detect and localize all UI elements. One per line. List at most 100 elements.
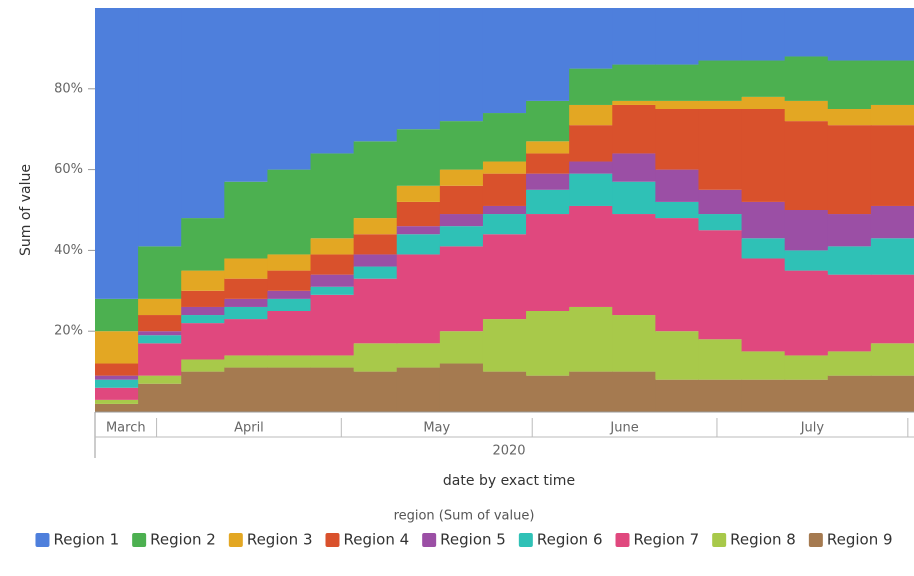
area-step — [870, 104, 914, 126]
area-step — [526, 8, 570, 101]
area-step — [138, 315, 182, 332]
legend-item: Region 8 — [712, 531, 796, 549]
area-step — [310, 238, 355, 255]
area-step — [439, 246, 484, 332]
area-step — [870, 375, 914, 412]
area-step — [526, 141, 570, 154]
area-step — [784, 355, 829, 380]
area-step — [310, 367, 355, 412]
legend-item: Region 4 — [325, 531, 409, 549]
area-step — [95, 399, 139, 404]
area-step — [569, 68, 613, 105]
legend-title: region (Sum of value) — [394, 509, 535, 524]
area-step — [827, 246, 872, 275]
area-step — [655, 64, 699, 101]
area-step — [95, 403, 139, 412]
area-step — [439, 185, 484, 215]
legend-label: Region 1 — [53, 531, 119, 549]
area-step — [741, 8, 786, 61]
area-step — [870, 8, 914, 61]
area-step — [612, 153, 656, 182]
area-step — [526, 153, 570, 174]
month-label: April — [234, 421, 264, 436]
area-step — [138, 246, 182, 299]
area-step — [655, 169, 699, 202]
area-step — [655, 331, 699, 380]
area-step — [181, 371, 225, 412]
area-step — [526, 375, 570, 412]
area-step — [741, 258, 786, 352]
area-step — [569, 104, 613, 126]
area-step — [569, 125, 613, 162]
area-step — [439, 8, 484, 122]
area-step — [138, 335, 182, 344]
area-step — [870, 125, 914, 206]
area-step — [655, 109, 699, 170]
area-step — [267, 254, 312, 271]
x-axis-title: date by exact time — [443, 473, 575, 489]
area-step — [224, 298, 268, 307]
area-step — [439, 214, 484, 227]
area-step — [138, 375, 182, 384]
legend-swatch — [808, 533, 823, 547]
area-step — [827, 375, 872, 412]
area-step — [396, 343, 441, 368]
legend-label: Region 2 — [150, 531, 216, 549]
area-step — [267, 355, 312, 368]
area-step — [439, 169, 484, 186]
area-step — [698, 379, 743, 412]
y-tick-label: 20% — [54, 324, 83, 339]
area-step — [224, 319, 268, 356]
area-step — [439, 331, 484, 364]
area-step — [482, 161, 527, 174]
area-step — [784, 270, 829, 356]
area-step — [396, 201, 441, 227]
area-step — [741, 379, 786, 412]
area-step — [612, 104, 656, 154]
area-step — [827, 60, 872, 109]
area-step — [396, 367, 441, 412]
area-step — [482, 8, 527, 114]
area-step — [827, 351, 872, 376]
area-step — [439, 363, 484, 412]
legend-swatch — [518, 533, 533, 547]
area-step — [569, 8, 613, 69]
area-step — [482, 371, 527, 412]
area-step — [612, 214, 656, 316]
area-step — [870, 60, 914, 105]
y-axis-title: Sum of value — [18, 164, 34, 256]
legend-swatch — [35, 533, 50, 547]
area-step — [181, 290, 225, 307]
area-step — [439, 226, 484, 247]
area-step — [95, 298, 139, 332]
area-step — [396, 234, 441, 255]
area-step — [698, 214, 743, 231]
area-step — [181, 270, 225, 291]
area-step — [310, 8, 355, 154]
area-step — [439, 121, 484, 170]
area-step — [482, 234, 527, 320]
area-step — [181, 8, 225, 219]
area-step — [224, 181, 268, 259]
area-step — [741, 238, 786, 259]
legend-item: Region 1 — [35, 531, 119, 549]
area-step — [698, 230, 743, 340]
area-step — [569, 173, 613, 206]
area-step — [181, 315, 225, 324]
area-step — [267, 298, 312, 311]
legend-swatch — [325, 533, 340, 547]
area-step — [310, 286, 355, 295]
area-step — [353, 218, 398, 235]
area-step — [784, 250, 829, 271]
area-step — [353, 371, 398, 412]
area-step — [267, 367, 312, 412]
area-step — [95, 375, 139, 380]
area-step — [569, 205, 613, 307]
area-step — [396, 226, 441, 235]
area-step — [741, 201, 786, 239]
legend-item: Region 7 — [615, 531, 699, 549]
area-step — [655, 100, 699, 109]
area-step — [569, 161, 613, 174]
month-label: March — [106, 421, 146, 436]
